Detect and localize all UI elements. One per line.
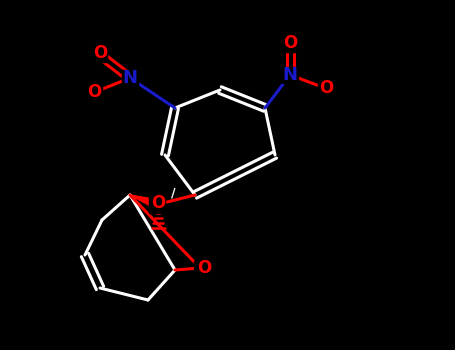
Bar bbox=[318, 81, 332, 95]
Text: /: / bbox=[171, 187, 175, 199]
Bar bbox=[194, 261, 210, 275]
Bar bbox=[122, 70, 138, 86]
Bar bbox=[149, 197, 165, 213]
Text: O: O bbox=[151, 194, 165, 212]
Bar bbox=[93, 48, 107, 62]
Text: O: O bbox=[93, 44, 107, 62]
Bar bbox=[282, 67, 298, 83]
Polygon shape bbox=[130, 195, 161, 210]
Text: O: O bbox=[87, 83, 101, 101]
Text: N: N bbox=[283, 66, 298, 84]
Text: O: O bbox=[197, 259, 211, 277]
Bar bbox=[283, 38, 297, 52]
Text: N: N bbox=[122, 69, 137, 87]
Text: O: O bbox=[283, 34, 297, 52]
Bar bbox=[88, 85, 102, 99]
Text: O: O bbox=[319, 79, 333, 97]
